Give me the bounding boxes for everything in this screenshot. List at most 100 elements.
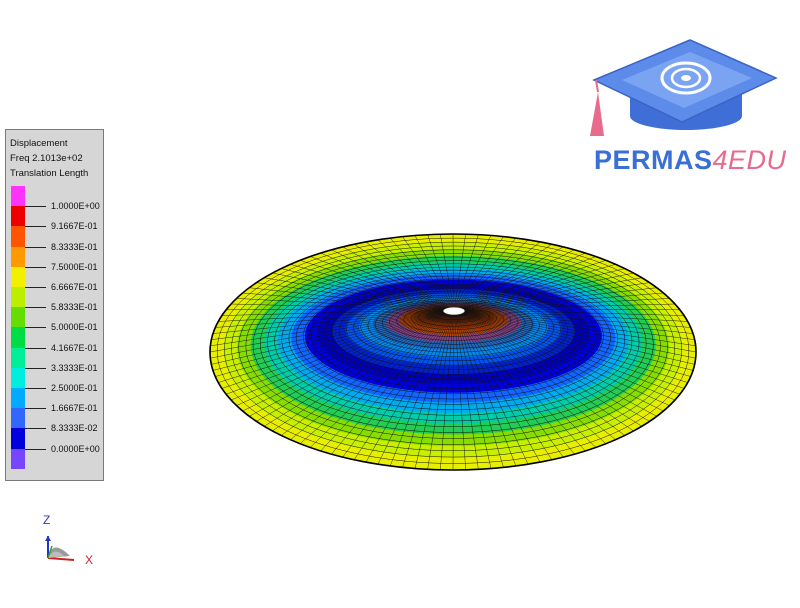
legend-swatch [11, 287, 25, 308]
mesh-spoke [256, 313, 446, 422]
mesh-spoke [454, 234, 479, 308]
mesh-spoke [458, 244, 552, 308]
mesh-spoke [457, 314, 541, 463]
mesh-spoke [456, 236, 504, 308]
mesh-spoke [210, 310, 444, 347]
mesh-spoke [456, 314, 504, 468]
mesh-spoke [320, 252, 449, 308]
mesh-spoke [231, 303, 444, 310]
mesh-spoke [461, 268, 625, 309]
mesh-spoke [462, 282, 650, 309]
legend-swatch [11, 206, 25, 227]
mesh-spoke [331, 314, 449, 455]
mesh-spoke [459, 252, 586, 308]
mesh-spoke [463, 312, 664, 412]
mesh-spoke [460, 313, 607, 444]
mesh-spoke [377, 239, 451, 308]
mesh-spoke [365, 314, 451, 463]
mesh-spoke [256, 282, 446, 309]
mesh-spoke [456, 237, 517, 308]
mesh-spoke [463, 287, 657, 310]
mesh-spoke [226, 312, 444, 395]
legend-swatch [11, 388, 25, 409]
mesh-spoke [455, 314, 492, 469]
mesh-spoke [461, 264, 616, 309]
x-axis-arrow [47, 557, 75, 561]
mesh-spoke [299, 313, 448, 444]
legend-tick [25, 246, 46, 248]
mesh-spoke [212, 311, 444, 371]
mesh-spoke [221, 312, 444, 389]
legend-swatch [11, 347, 25, 369]
mesh-spoke [215, 311, 444, 377]
mesh-spoke [414, 314, 453, 469]
logo-suffix: 4EDU [712, 145, 787, 175]
mesh-spoke [462, 313, 642, 427]
disc-contour [210, 234, 696, 470]
mesh-spoke [331, 249, 449, 308]
legend-tick-label: 9.1667E-01 [51, 221, 98, 232]
mesh-spoke [463, 312, 657, 417]
mesh-spoke [464, 310, 696, 359]
mesh-spoke [458, 314, 564, 458]
mesh-spoke [464, 311, 688, 383]
mesh-spoke [462, 313, 650, 422]
disc-mesh [210, 234, 696, 470]
graduation-cap-icon [590, 39, 778, 136]
mesh-spoke [414, 235, 453, 308]
legend-tick [25, 347, 46, 349]
mesh-spoke [464, 309, 691, 328]
legend-swatch [11, 186, 25, 207]
mesh-spoke [221, 309, 444, 316]
legend-quantity: Translation Length [10, 168, 89, 179]
legend-tick-label: 3.3333E-01 [51, 362, 98, 373]
mesh-spoke [310, 256, 448, 308]
legend-tick-label: 7.5000E-01 [51, 261, 98, 272]
mesh-spoke [300, 260, 448, 309]
mesh-spoke [402, 236, 452, 308]
mesh-spoke [463, 292, 664, 310]
mesh-spoke [365, 241, 451, 308]
mesh-spoke [211, 310, 444, 340]
legend-tick-label: 1.6667E-01 [51, 403, 98, 414]
mesh-spoke [463, 312, 676, 401]
mesh-spoke [281, 268, 447, 309]
mesh-spoke [215, 309, 444, 328]
mesh-spoke [218, 309, 444, 322]
legend-swatch [11, 226, 25, 248]
mesh-spoke [464, 311, 691, 377]
legend-tick [25, 408, 46, 410]
mesh-spoke [320, 314, 449, 452]
mesh-spoke [463, 298, 670, 310]
mesh-spoke [210, 310, 444, 359]
mesh-spoke [464, 310, 695, 340]
mesh-spoke [427, 314, 454, 470]
mesh-spoke [462, 313, 634, 432]
mesh-spoke [464, 303, 675, 310]
legend-title: Displacement [10, 138, 68, 149]
mesh-spoke [281, 313, 447, 436]
legend-tick-label: 5.0000E-01 [51, 322, 98, 333]
mesh-spoke [402, 314, 452, 468]
legend-tick [25, 428, 46, 430]
mesh-spoke [454, 314, 479, 470]
mesh-spoke [464, 311, 694, 371]
legend-tick [25, 388, 46, 389]
mesh-spoke [236, 298, 445, 310]
mesh-spoke [377, 314, 451, 465]
mesh-spoke [464, 309, 688, 322]
legend-swatch [11, 367, 25, 389]
mesh-spoke [272, 272, 446, 309]
mesh-spoke [236, 312, 445, 406]
legend-tick-label: 4.1667E-01 [51, 342, 98, 353]
axis-triad[interactable]: Z X [36, 510, 106, 580]
mesh-spoke [389, 237, 452, 308]
y-axis-arrow [47, 545, 53, 559]
legend-swatch [11, 448, 25, 470]
mesh-spoke [461, 313, 625, 436]
disc-rim [209, 233, 697, 471]
legend-tick [25, 307, 46, 309]
mesh-spoke [461, 313, 616, 440]
